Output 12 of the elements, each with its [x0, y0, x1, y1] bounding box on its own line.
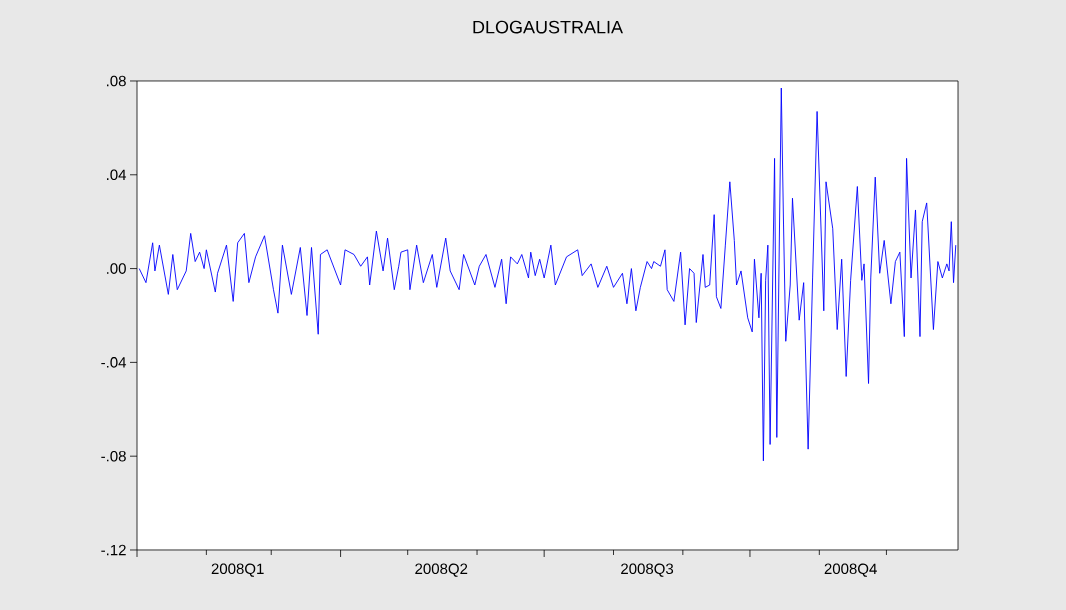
y-tick-label: .00: [107, 263, 126, 274]
y-tick-label: .08: [107, 75, 126, 87]
x-tick-label: 2008Q1: [211, 563, 264, 577]
y-tick-label: -.12: [101, 544, 126, 556]
x-tick-label: 2008Q4: [824, 563, 877, 577]
x-tick-label: 2008Q2: [415, 563, 468, 577]
line-series: [138, 87, 957, 462]
x-tick-label: 2008Q3: [621, 563, 674, 577]
y-tick-label: .04: [107, 169, 127, 181]
chart-title: DLOGAUSTRALIA: [473, 20, 623, 34]
y-tick-label: -.04: [101, 357, 127, 368]
y-tick-label: -.08: [101, 450, 126, 462]
